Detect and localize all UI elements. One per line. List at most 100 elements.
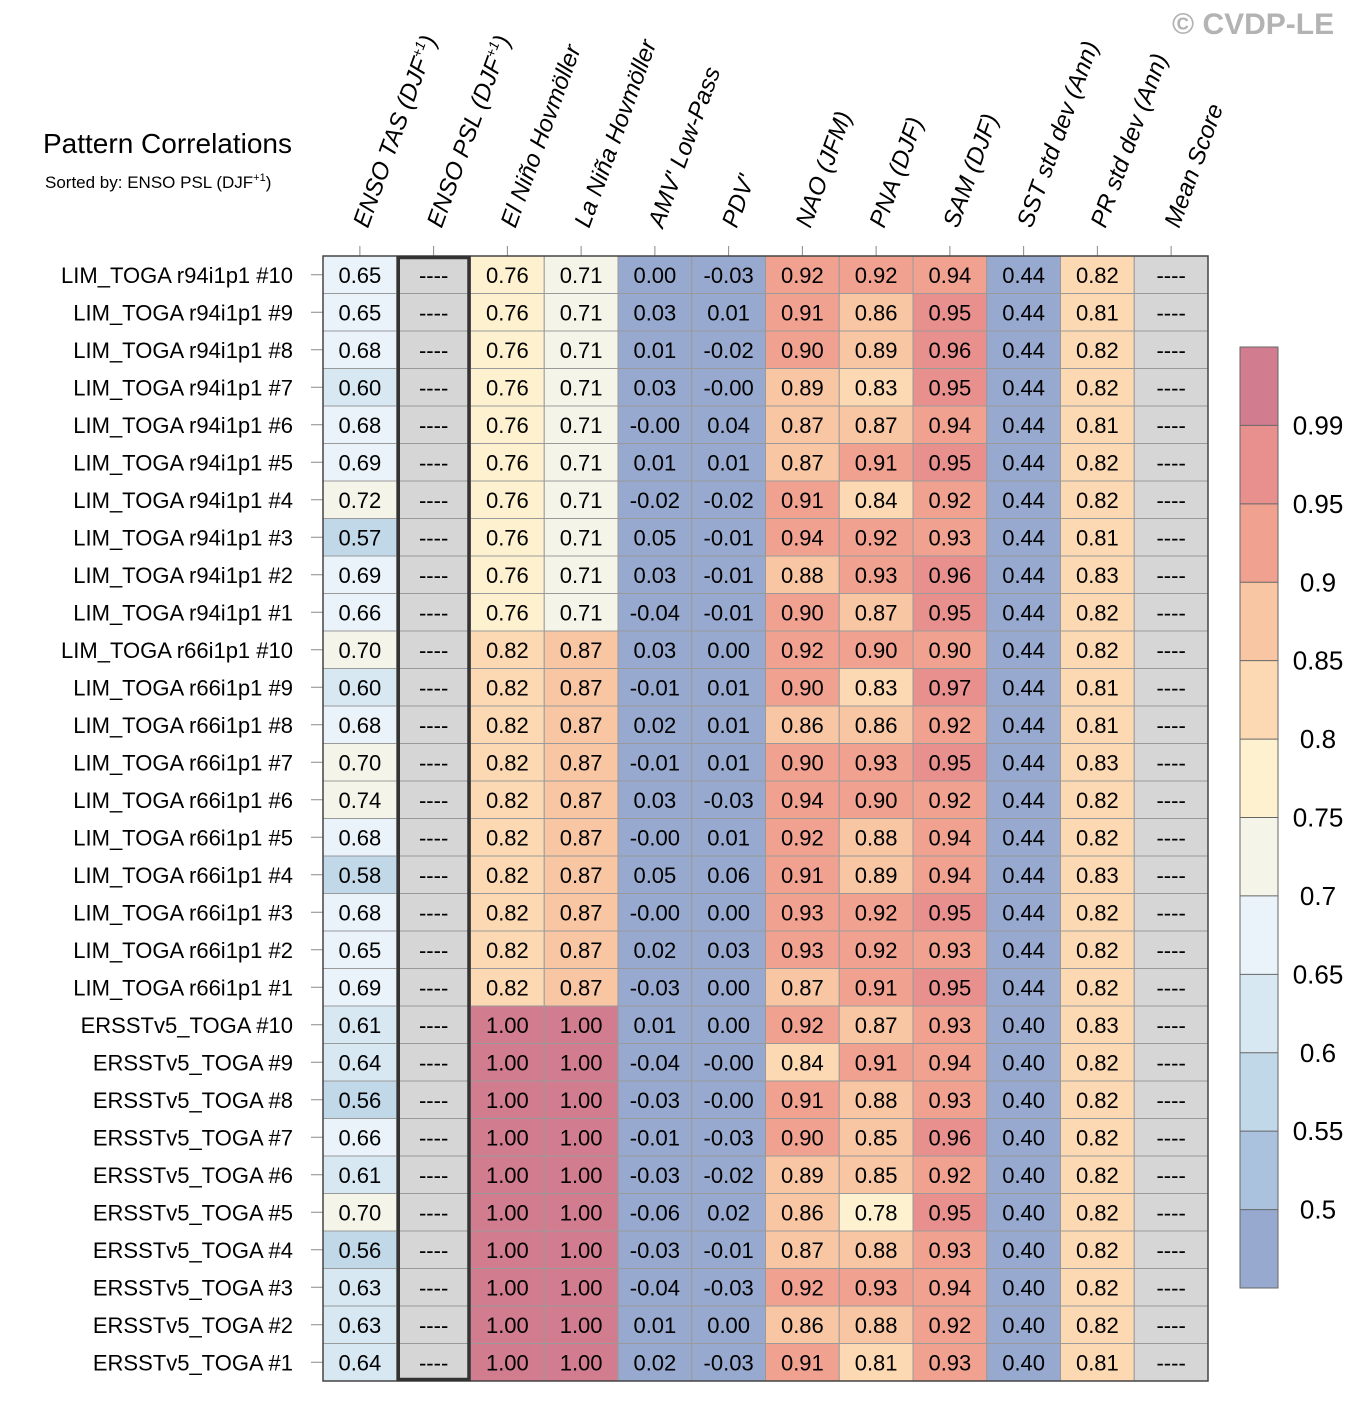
cell-value: 0.56: [338, 1238, 381, 1263]
cell-value: -0.01: [704, 525, 754, 550]
heatmap-cell: [986, 893, 1061, 932]
cell-value: 0.71: [560, 563, 603, 588]
cell-value: ----: [1156, 1350, 1185, 1375]
chart-title: Pattern Correlations: [43, 128, 292, 159]
cell-value: 0.05: [633, 863, 676, 888]
cell-value: -0.06: [630, 1200, 680, 1225]
cell-value: 0.88: [855, 825, 898, 850]
cell-value: 1.00: [560, 1238, 603, 1263]
cell-value: ----: [1156, 1238, 1185, 1263]
colorbar-segment: [1240, 660, 1278, 740]
heatmap-cell: [1060, 1268, 1135, 1307]
cell-value: 0.93: [855, 563, 898, 588]
cell-value: ----: [419, 1313, 448, 1338]
cell-value: 0.93: [781, 938, 824, 963]
column-header: SST std dev (Ann): [1012, 38, 1104, 231]
cell-value: -0.00: [704, 1088, 754, 1113]
heatmap-cell: [1133, 1268, 1209, 1307]
cell-value: -0.01: [630, 675, 680, 700]
cell-value: 0.87: [560, 975, 603, 1000]
cell-value: -0.04: [630, 1275, 680, 1300]
heatmap-cell: [617, 668, 693, 707]
cell-value: 0.87: [560, 788, 603, 813]
heatmap-cell: [691, 480, 766, 519]
heatmap-cell: [765, 443, 840, 482]
cell-value: 0.68: [338, 900, 381, 925]
cell-value: ----: [419, 263, 448, 288]
cell-value: 0.94: [781, 788, 824, 813]
heatmap-cell: [1060, 1043, 1135, 1082]
row-label: LIM_TOGA r66i1p1 #8: [73, 713, 293, 738]
heatmap-cell: [543, 1005, 619, 1044]
heatmap-cell: [838, 405, 914, 444]
cell-value: 0.01: [633, 338, 676, 363]
cell-value: 0.71: [560, 300, 603, 325]
row-label: LIM_TOGA r66i1p1 #4: [73, 863, 293, 888]
cell-value: ----: [1156, 975, 1185, 1000]
cell-value: 0.82: [486, 975, 529, 1000]
cell-value: 0.91: [781, 1088, 824, 1113]
heatmap-cell: [691, 255, 766, 294]
cell-value: 0.65: [338, 300, 381, 325]
cell-value: 1.00: [560, 1125, 603, 1150]
cell-value: ----: [419, 825, 448, 850]
cell-value: ----: [1156, 900, 1185, 925]
cell-value: -0.03: [704, 263, 754, 288]
cell-value: 0.89: [781, 375, 824, 400]
cell-value: 0.91: [855, 975, 898, 1000]
cell-value: 0.78: [855, 1200, 898, 1225]
colorbar-tick-label: 0.85: [1293, 646, 1344, 676]
cell-value: 1.00: [486, 1088, 529, 1113]
cell-value: 1.00: [486, 1200, 529, 1225]
heatmap-cell: [617, 893, 693, 932]
cell-value: 0.81: [1076, 413, 1119, 438]
cell-value: 0.68: [338, 825, 381, 850]
cell-value: 0.44: [1002, 638, 1045, 663]
cell-value: 0.01: [633, 1313, 676, 1338]
heatmap-cell: [617, 818, 693, 857]
cell-value: ----: [419, 750, 448, 775]
heatmap-cell: [396, 405, 471, 444]
cell-value: ----: [419, 488, 448, 513]
heatmap-cell: [1060, 743, 1135, 782]
cell-value: -0.03: [704, 1275, 754, 1300]
cell-value: 0.91: [781, 488, 824, 513]
row-label: ERSSTv5_TOGA #5: [93, 1200, 293, 1225]
heatmap-cell: [765, 818, 840, 857]
colorbar: 0.99 0.95 0.9 0.85 0.8 0.75 0.7 0.65 0.6 0.55 0.5: [1239, 346, 1344, 1289]
cell-value: 0.06: [707, 863, 750, 888]
cell-value: ----: [419, 938, 448, 963]
row-label: LIM_TOGA r66i1p1 #2: [73, 938, 293, 963]
cell-value: ----: [419, 863, 448, 888]
cell-value: 0.76: [486, 563, 529, 588]
heatmap-cell: [322, 1343, 398, 1382]
heatmap-cell: [322, 293, 398, 332]
heatmap-cell: [765, 1080, 840, 1119]
heatmap-cell: [765, 743, 840, 782]
cell-value: 0.82: [1076, 638, 1119, 663]
cell-value: 0.76: [486, 338, 529, 363]
cell-value: 0.02: [633, 1350, 676, 1375]
cell-value: 0.89: [855, 338, 898, 363]
cell-value: 1.00: [560, 1200, 603, 1225]
column-header: ENSO TAS (DJF+1): [347, 31, 442, 231]
heatmap-cell: [322, 818, 398, 857]
cell-value: -0.02: [704, 338, 754, 363]
cell-value: 0.94: [928, 1050, 971, 1075]
cell-value: 0.87: [781, 1238, 824, 1263]
cell-value: 0.92: [781, 638, 824, 663]
colorbar-tick-label: 0.99: [1293, 410, 1344, 440]
row-label: LIM_TOGA r94i1p1 #5: [73, 450, 293, 475]
cell-value: 0.86: [781, 1313, 824, 1338]
row-label: ERSSTv5_TOGA #3: [93, 1275, 293, 1300]
heatmap-cell: [986, 668, 1061, 707]
heatmap-cell: [838, 1305, 914, 1344]
heatmap-cell: [765, 630, 840, 669]
cell-value: 0.95: [928, 900, 971, 925]
colorbar-segment: [1240, 895, 1278, 975]
heatmap-cell: [691, 1305, 766, 1344]
row-label: LIM_TOGA r66i1p1 #1: [73, 975, 293, 1000]
heatmap-cell: [617, 968, 693, 1007]
cell-value: 0.92: [855, 263, 898, 288]
